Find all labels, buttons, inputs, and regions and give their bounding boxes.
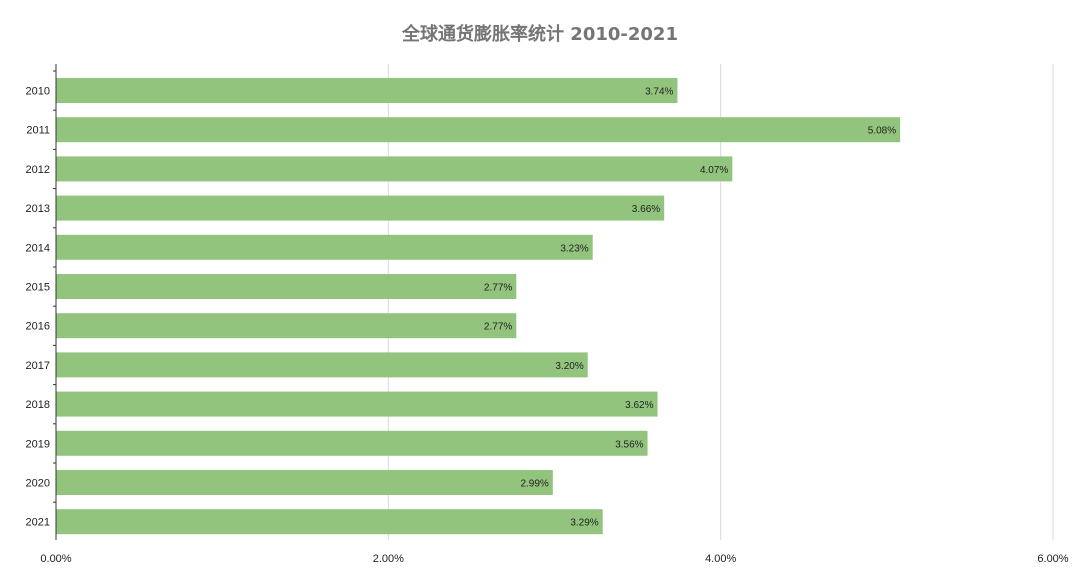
data-label: 3.56% (615, 439, 643, 450)
bar-2012 (56, 156, 733, 182)
y-tick-label: 2010 (26, 86, 50, 98)
x-tick-label: 2.00% (373, 553, 404, 565)
bar-2020 (56, 470, 553, 495)
y-tick-label: 2013 (26, 203, 50, 215)
bar-2014 (56, 234, 593, 260)
x-tick-label: 4.00% (705, 553, 736, 565)
data-label: 3.29% (570, 518, 598, 529)
y-tick-label: 2020 (26, 478, 50, 490)
data-label: 3.20% (555, 361, 583, 372)
chart-title: 全球通货膨胀率统计 2010-2021 (402, 24, 678, 45)
axes: 0.00% 2.00% 4.00% 6.00% 2010 2011 2012 2013 2014… (26, 64, 1069, 565)
data-label: 2.77% (484, 322, 512, 333)
data-labels: 3.74% 5.08% 4.07% 3.66% 3.23% 2.77% 2.77% 3.20%… (484, 87, 896, 529)
data-label: 3.23% (560, 243, 588, 254)
bar-2011 (56, 117, 901, 143)
y-tick-label: 2014 (26, 242, 50, 254)
x-tick-label: 0.00% (40, 553, 71, 565)
y-tick-label: 2016 (26, 321, 50, 333)
gridlines (387, 64, 1054, 540)
data-label: 4.07% (700, 165, 728, 176)
y-tick-label: 2018 (26, 399, 50, 411)
bar-2019 (56, 430, 648, 456)
bars (56, 78, 901, 535)
data-label: 2.99% (520, 479, 548, 490)
bar-2018 (56, 391, 658, 417)
data-label: 3.66% (632, 204, 660, 215)
y-tick-label: 2017 (26, 360, 50, 372)
data-label: 3.74% (645, 87, 673, 98)
y-tick-label: 2012 (26, 164, 50, 176)
bar-2016 (56, 313, 517, 339)
bar-2010 (56, 78, 678, 103)
data-label: 2.77% (484, 283, 512, 294)
y-tick-label: 2019 (26, 438, 50, 450)
data-label: 3.62% (625, 400, 653, 411)
bar-2015 (56, 274, 517, 299)
bar-2021 (56, 509, 603, 535)
y-tick-label: 2015 (26, 282, 50, 294)
y-tick-label: 2011 (26, 125, 50, 137)
bar-2013 (56, 195, 665, 221)
y-tick-label: 2021 (26, 517, 50, 529)
bar-2017 (56, 352, 588, 378)
x-tick-label: 6.00% (1037, 553, 1068, 565)
data-label: 5.08% (868, 126, 896, 137)
